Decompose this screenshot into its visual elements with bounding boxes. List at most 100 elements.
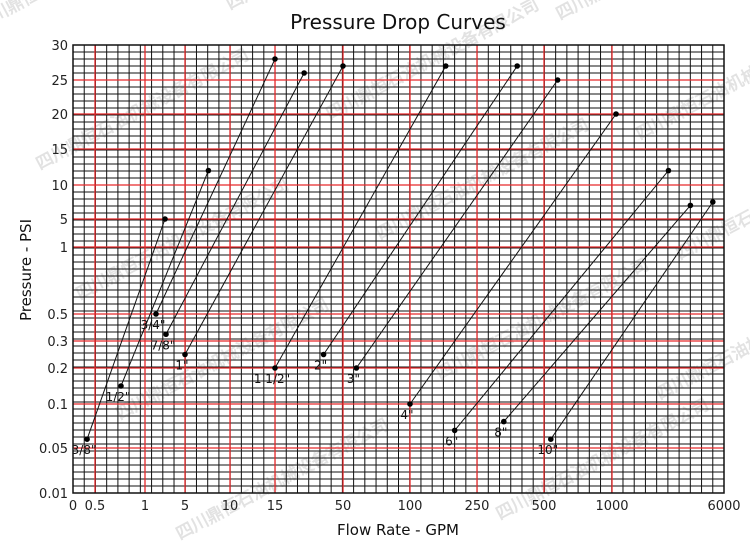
chart-title: Pressure Drop Curves — [290, 10, 506, 34]
curve-size-label: 4" — [400, 408, 413, 422]
curve-size-label: 1 1/2" — [254, 372, 290, 386]
watermark-text: 四川鼎恒石油机械设备有限公司 — [72, 174, 292, 304]
y-tick-label: 30 — [51, 39, 68, 54]
curve-end-point — [340, 63, 346, 69]
curve-line — [323, 65, 518, 355]
curve-size-label: 8" — [494, 426, 507, 440]
curve-end-point — [205, 167, 212, 174]
curve-line — [274, 65, 447, 369]
curve-start-point — [182, 351, 188, 358]
curve-start-point — [501, 418, 507, 425]
curve-end-point — [665, 167, 672, 174]
curve-series: 10" — [537, 199, 716, 457]
curve-size-label: 3" — [347, 372, 360, 386]
curve-line — [86, 218, 166, 440]
y-tick-label: 5 — [60, 213, 68, 228]
curve-line — [184, 65, 344, 355]
x-tick-label: 1000 — [595, 499, 628, 514]
curve-line — [454, 170, 669, 431]
curve-start-point — [153, 311, 159, 317]
curve-end-point — [301, 70, 307, 76]
curve-start-point — [272, 365, 278, 371]
curve-end-point — [710, 199, 716, 205]
x-tick-label: 50 — [335, 499, 352, 514]
curve-end-point — [272, 56, 278, 62]
curve-start-point — [118, 383, 124, 389]
x-tick-label: 250 — [465, 499, 490, 514]
x-tick-label: 100 — [398, 499, 423, 514]
x-tick-label: 6000 — [707, 499, 740, 514]
curve-end-point — [554, 77, 561, 83]
curve-start-point — [548, 436, 554, 443]
watermark-text: 四川鼎恒石油机械设备有限公司 — [632, 14, 750, 144]
curve-series: 1" — [175, 63, 346, 373]
curve-line — [550, 201, 714, 440]
curve-size-label: 3/8" — [72, 443, 97, 457]
curve-end-point — [442, 63, 449, 69]
curve-series: 1 1/2" — [254, 63, 449, 386]
y-tick-label: 1 — [60, 241, 68, 256]
x-tick-label: 500 — [532, 499, 557, 514]
curve-size-label: 7/8" — [151, 338, 176, 352]
curve-end-point — [687, 202, 694, 209]
x-tick-label: 0 — [69, 499, 77, 514]
curve-size-label: 1" — [175, 359, 188, 373]
x-tick-label: 0.5 — [85, 499, 106, 514]
curves: 3/8" 1/2" 3/4" 7/8" 1" 1 1/2" 2" 3" 4" 6" 8" 10" — [72, 56, 716, 457]
curve-series: 1/2" — [106, 167, 212, 404]
y-tick-label: 0.1 — [47, 398, 68, 413]
curve-series: 3/4" — [141, 56, 278, 332]
x-tick-labels: 0 0.5 1 5 10 15 50 100 250 500 1000 6000 — [69, 499, 741, 514]
curve-line — [355, 79, 559, 369]
curve-series: 2" — [314, 63, 520, 373]
y-tick-label: 0.3 — [47, 335, 68, 350]
curve-start-point — [84, 436, 90, 443]
curve-start-point — [451, 427, 458, 434]
curve-series: 8" — [494, 202, 694, 440]
y-tick-label: 0.05 — [39, 442, 68, 457]
y-tick-label: 0.2 — [47, 362, 68, 377]
y-tick-label: 0.5 — [47, 308, 68, 323]
curve-size-label: 3/4" — [141, 318, 166, 332]
grid — [72, 44, 725, 494]
curve-series: 3" — [347, 77, 561, 386]
x-tick-label: 10 — [222, 499, 239, 514]
curve-line — [503, 205, 691, 422]
curve-size-label: 1/2" — [106, 390, 131, 404]
curve-line — [409, 113, 617, 405]
curve-size-label: 6" — [445, 434, 458, 448]
curve-series: 7/8" — [151, 70, 307, 352]
curve-series: 3/8" — [72, 216, 168, 457]
curve-end-point — [514, 63, 520, 69]
curve-end-point — [162, 216, 168, 222]
curve-start-point — [163, 331, 169, 338]
y-axis-label: Pressure - PSI — [17, 219, 35, 321]
x-tick-label: 1 — [141, 499, 149, 514]
curve-start-point — [353, 365, 360, 371]
watermark-text: 四川鼎恒石油机械设备有限公司 — [552, 0, 750, 24]
watermark-text: 四川鼎恒石油机械设备有限公司 — [372, 114, 592, 244]
curve-series: 6" — [445, 167, 672, 448]
curve-size-label: 2" — [314, 359, 327, 373]
y-tick-label: 20 — [51, 108, 68, 123]
y-tick-label: 0.01 — [39, 487, 68, 502]
curve-series: 4" — [400, 111, 619, 422]
curve-line — [120, 170, 209, 387]
y-tick-label: 25 — [51, 74, 68, 89]
x-axis-label: Flow Rate - GPM — [337, 521, 459, 539]
plot-border — [72, 44, 725, 494]
curve-end-point — [613, 111, 619, 117]
x-tick-label: 15 — [267, 499, 284, 514]
watermark-text: 四川鼎恒石油机械设备有限公司 — [0, 0, 192, 34]
curve-line — [165, 72, 305, 335]
curve-start-point — [407, 401, 413, 407]
y-tick-label: 10 — [51, 179, 68, 194]
curve-line — [155, 58, 276, 315]
curve-start-point — [320, 351, 327, 358]
x-tick-label: 5 — [181, 499, 189, 514]
curve-size-label: 10" — [537, 443, 558, 457]
y-tick-label: 15 — [51, 143, 68, 158]
